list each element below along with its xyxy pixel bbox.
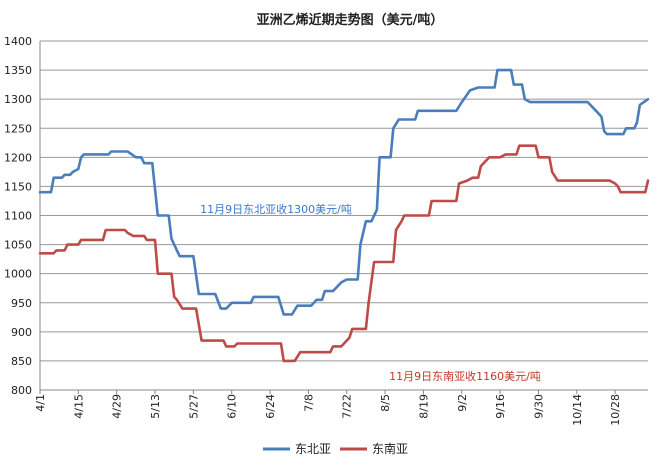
x-tick-label: 4/29 xyxy=(111,394,124,419)
x-tick-label: 8/19 xyxy=(417,394,430,419)
y-tick-label: 1000 xyxy=(4,268,32,281)
y-tick-label: 1400 xyxy=(4,35,32,48)
series xyxy=(38,68,650,363)
x-tick-label: 9/16 xyxy=(494,394,507,419)
y-tick-label: 1250 xyxy=(4,122,32,135)
x-tick-label: 6/10 xyxy=(226,394,239,419)
series-line-southeast-asia xyxy=(38,144,650,363)
legend-label-southeast-asia: 东南亚 xyxy=(372,441,408,456)
y-tick-label: 1200 xyxy=(4,151,32,164)
grid xyxy=(40,40,648,391)
annotation-southeast-asia: 11月9日东南亚收1160美元/吨 xyxy=(389,369,541,383)
axes: 800 850 900 950 1000 1050 1100 1150 1200 1250 1300… xyxy=(4,35,622,426)
x-tick-label: 8/5 xyxy=(379,394,392,412)
x-tick-label: 4/15 xyxy=(72,394,85,419)
x-tick-label: 7/22 xyxy=(341,394,354,419)
x-tick-label: 9/2 xyxy=(456,394,469,412)
x-tick-label: 9/30 xyxy=(532,394,545,419)
annotation-northeast-asia: 11月9日东北亚收1300美元/吨 xyxy=(200,202,352,216)
y-tick-label: 950 xyxy=(11,297,32,310)
x-tick-label: 7/8 xyxy=(302,394,315,412)
chart-title: 亚洲乙烯近期走势图（美元/吨） xyxy=(257,12,444,28)
y-tick-label: 1100 xyxy=(4,210,32,223)
annotations: 11月9日东北亚收1300美元/吨 11月9日东南亚收1160美元/吨 xyxy=(200,202,541,383)
x-tick-label: 5/13 xyxy=(149,394,162,419)
y-tick-label: 1050 xyxy=(4,239,32,252)
x-tick-label: 10/28 xyxy=(609,394,622,426)
y-tick-label: 900 xyxy=(11,326,32,339)
legend: 东北亚 东南亚 xyxy=(263,441,408,456)
y-tick-label: 1350 xyxy=(4,64,32,77)
series-line-northeast-asia xyxy=(38,68,650,316)
x-tick-label: 10/14 xyxy=(571,394,584,426)
y-tick-label: 800 xyxy=(11,384,32,397)
x-tick-label: 6/24 xyxy=(264,394,277,419)
x-tick-label: 4/1 xyxy=(34,394,47,412)
x-tick-label: 5/27 xyxy=(187,394,200,419)
y-tick-label: 1150 xyxy=(4,180,32,193)
y-tick-label: 850 xyxy=(11,355,32,368)
legend-label-northeast-asia: 东北亚 xyxy=(295,442,331,456)
y-tick-label: 1300 xyxy=(4,93,32,106)
